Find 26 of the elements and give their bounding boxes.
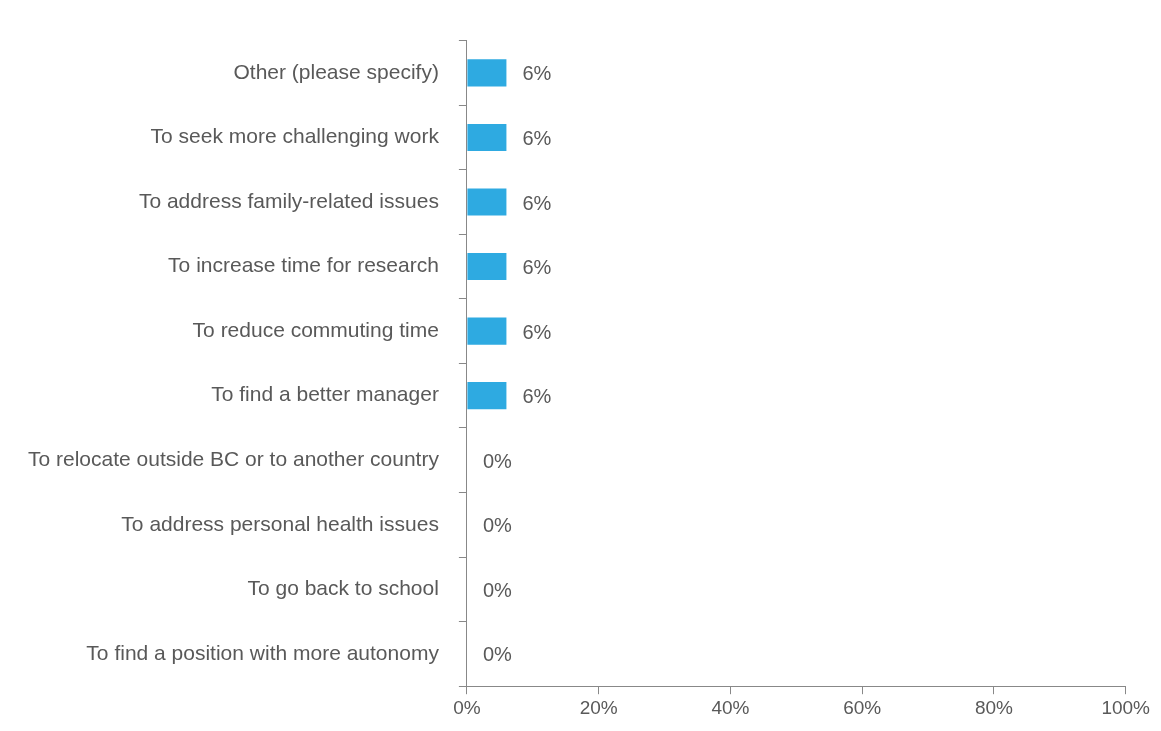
- y-tick-label: To go back to school: [247, 576, 439, 600]
- data-label: 0%: [482, 449, 513, 472]
- y-tick-label: To address personal health issues: [121, 511, 439, 535]
- y-tick-label: To seek more challenging work: [150, 124, 440, 148]
- y-tick-label: Other (please specify): [233, 59, 439, 83]
- data-label: 6%: [522, 62, 552, 85]
- x-tick-label: 20%: [579, 696, 618, 718]
- data-label: 0%: [482, 643, 513, 666]
- x-tick-label: 60%: [843, 696, 882, 718]
- x-tick-label: 100%: [1101, 696, 1151, 718]
- data-label: 0%: [482, 514, 513, 537]
- x-tick-label: 80%: [974, 696, 1014, 718]
- y-tick-label: To find a better manager: [211, 382, 439, 406]
- y-tick-label: To relocate outside BC or to another country: [27, 447, 440, 471]
- y-tick-label: To reduce commuting time: [192, 317, 439, 341]
- x-tick-label: 0%: [453, 696, 481, 718]
- y-tick-label: To increase time for research: [168, 253, 439, 277]
- data-label: 6%: [522, 385, 552, 408]
- x-tick-label: 40%: [711, 696, 750, 718]
- y-tick-label: To find a position with more autonomy: [86, 640, 440, 664]
- y-tick-label: To address family-related issues: [138, 188, 439, 212]
- data-label: 6%: [522, 191, 552, 214]
- data-label: 6%: [522, 256, 552, 279]
- data-label: 6%: [522, 126, 552, 149]
- data-label: 0%: [482, 578, 513, 601]
- data-label: 6%: [522, 320, 552, 343]
